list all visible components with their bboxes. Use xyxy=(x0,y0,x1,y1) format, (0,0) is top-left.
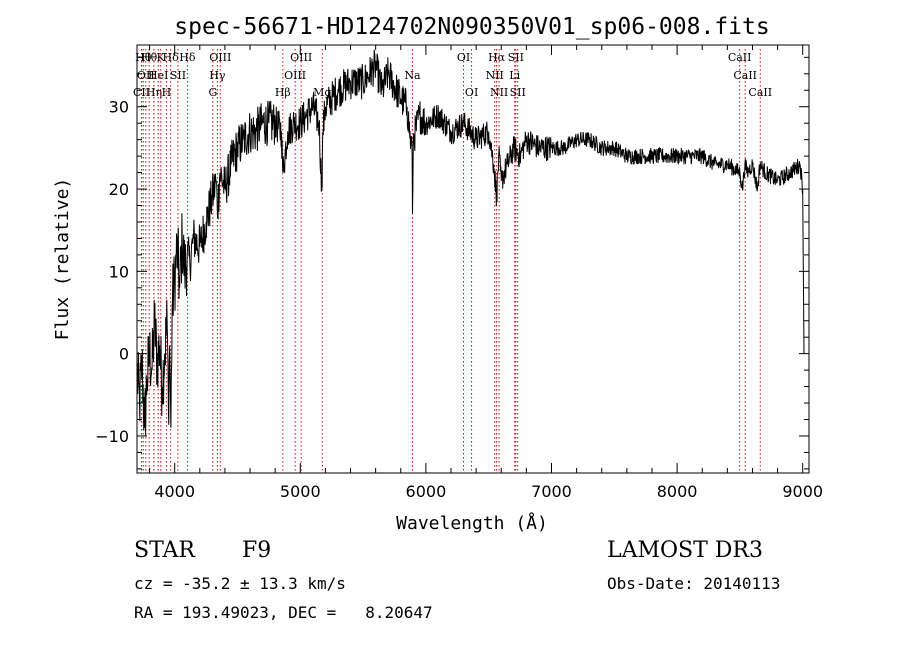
line-label-19: OI xyxy=(457,51,470,64)
line-label-1: Hθ xyxy=(135,51,152,64)
emission-line-markers xyxy=(141,49,761,473)
x-tick-label: 5000 xyxy=(280,482,321,501)
plot-frame xyxy=(136,44,810,474)
line-label-29: CaII xyxy=(748,86,772,99)
spectrum-line xyxy=(136,49,805,436)
y-tick-label: 0 xyxy=(119,345,129,364)
survey-name: LAMOST DR3 xyxy=(607,538,763,563)
line-label-28: CaII xyxy=(733,69,757,82)
chart-title: spec-56671-HD124702N090350V01_sp06-008.f… xyxy=(174,14,769,40)
observation-date: Obs-Date: 20140113 xyxy=(607,574,781,593)
line-label-7: H xyxy=(162,86,172,99)
x-tick-label: 7000 xyxy=(531,482,572,501)
line-label-18: Na xyxy=(404,69,421,82)
x-axis-label: Wavelength (Å) xyxy=(396,512,548,534)
y-tick-label: −10 xyxy=(95,427,129,446)
line-label-10: Hδ xyxy=(179,51,196,64)
y-tick-label: 30 xyxy=(109,98,129,117)
y-tick-label: 20 xyxy=(109,180,129,199)
line-label-4: Hη xyxy=(146,86,162,99)
line-label-23: NII xyxy=(490,86,508,99)
emission-line-labels: CIIHθOIIHθHηHeIKHHδSIIHδGHγOIIIHβOIIIOII… xyxy=(133,51,772,99)
line-label-20: OI xyxy=(465,86,478,99)
line-label-26: SII xyxy=(510,86,526,99)
x-tick-label: 8000 xyxy=(657,482,698,501)
line-label-17: Mg xyxy=(313,86,331,99)
line-label-9: SII xyxy=(170,69,186,82)
line-label-27: CaII xyxy=(728,51,752,64)
line-label-25: SII xyxy=(508,51,524,64)
line-label-11: G xyxy=(208,86,217,99)
coordinates: RA = 193.49023, DEC = 8.20647 xyxy=(134,603,433,622)
line-label-2: OII xyxy=(137,69,155,82)
line-label-21: NII xyxy=(486,69,504,82)
y-tick-label: 10 xyxy=(109,262,129,281)
x-tick-label: 6000 xyxy=(406,482,447,501)
object-subclass: F9 xyxy=(242,538,272,563)
line-label-3: Hθ xyxy=(141,51,158,64)
object-class: STAR xyxy=(134,538,195,563)
line-label-16: OIII xyxy=(290,51,312,64)
line-label-13: OIII xyxy=(209,51,231,64)
line-label-24: Li xyxy=(509,69,520,82)
line-label-22: Hα xyxy=(488,51,506,64)
line-label-5: HeI xyxy=(148,69,168,82)
line-label-15: OIII xyxy=(284,69,306,82)
redshift-velocity: cz = -35.2 ± 13.3 km/s xyxy=(134,574,346,593)
axis-ticks: 4000 5000 6000 7000 8000 9000 −10 0 10 20 30 xyxy=(95,45,823,501)
x-tick-label: 4000 xyxy=(154,482,195,501)
line-label-8: Hδ xyxy=(163,51,180,64)
line-label-12: Hγ xyxy=(209,69,226,82)
line-label-6: K xyxy=(157,51,166,64)
x-tick-label: 9000 xyxy=(782,482,823,501)
line-label-14: Hβ xyxy=(275,86,291,99)
y-axis-label: Flux (relative) xyxy=(52,178,73,341)
